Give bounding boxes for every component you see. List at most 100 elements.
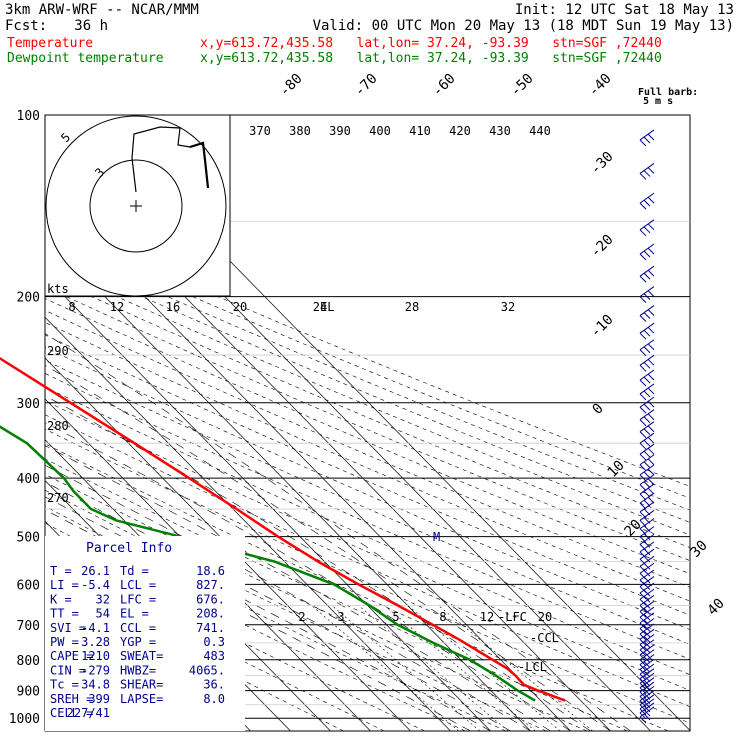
- wind-barb-flag: [639, 442, 647, 450]
- wind-barb-flag: [643, 390, 651, 398]
- isotherm-label: -30: [588, 149, 617, 178]
- hodograph-inner-ring: [89, 159, 183, 253]
- wind-barb-staff: [639, 474, 655, 486]
- pressure-label: 400: [17, 472, 40, 487]
- wind-barb-flag: [647, 447, 655, 455]
- parcel-info-panel: Parcel Info T = 26.1 Td = 18.6 LI = -5.4 LCL =…: [45, 536, 245, 731]
- parcel-info-cell: TT =: [50, 607, 79, 621]
- wind-barb-staff: [639, 681, 655, 693]
- level-mark-m: M: [433, 530, 440, 544]
- wind-barb-flag: [643, 403, 651, 411]
- mixing-ratio-label: 2: [298, 610, 305, 624]
- isotherm-line: [45, 724, 51, 731]
- wind-barb-flag: [647, 436, 655, 444]
- parcel-info-cell: LCL =: [120, 578, 156, 592]
- wind-barb-flag: [643, 525, 651, 533]
- wind-barb-flag: [639, 592, 647, 600]
- wind-barb-staff: [639, 576, 655, 587]
- isotherm-label: -50: [508, 71, 537, 100]
- wind-barb-flag: [643, 569, 651, 577]
- wind-barb-flag: [639, 202, 647, 210]
- wind-barb-staff: [639, 383, 655, 395]
- parcel-info-title: Parcel Info: [86, 541, 172, 556]
- moist-adiabat: [45, 445, 551, 731]
- sounding-profiles: [0, 356, 566, 702]
- wind-barb-flag: [643, 602, 651, 609]
- dry-adiabat: [45, 231, 690, 499]
- parcel-info-cell: CAPE =: [50, 649, 93, 663]
- parcel-info-cell: HWBZ=: [120, 663, 156, 677]
- wind-barb-flag: [647, 309, 655, 316]
- init-time: Init: 12 UTC Sat 18 May 13: [515, 2, 734, 18]
- pressure-label: 700: [17, 619, 40, 634]
- wind-barb-staff: [639, 562, 655, 574]
- wind-barb-staff: [639, 698, 655, 710]
- theta-e-label: 410: [409, 124, 431, 138]
- wind-barbs: [639, 129, 655, 724]
- moist-adiabat: [45, 464, 531, 731]
- hodo-tick-label: 20: [233, 300, 247, 314]
- wind-barb-flag: [643, 416, 651, 424]
- parcel-info-cell: K =: [50, 592, 72, 606]
- hodograph-trace-upper: [189, 141, 210, 189]
- wind-barb-flag: [647, 478, 655, 485]
- parcel-info-cell: YGP =: [120, 635, 156, 649]
- wind-barb-staff: [639, 694, 655, 706]
- barb-legend-box: [635, 84, 693, 108]
- isotherm-line: [0, 115, 11, 731]
- parcel-info-cell: LAPSE=: [120, 692, 163, 706]
- pressure-label: 800: [17, 654, 40, 669]
- wind-barb-flag: [647, 196, 655, 204]
- parcel-info-cell: SHEAR=: [120, 678, 163, 692]
- axis-labels: 1000 900 800 700 600 500 400 300 200 100 -80 -70 -60…: [9, 71, 728, 728]
- pressure-label: 200: [17, 291, 40, 306]
- wind-barb-flag: [643, 548, 651, 556]
- theta-e-label: 440: [529, 124, 551, 138]
- wind-barb-flag: [643, 226, 651, 234]
- wind-barb-flag: [647, 387, 655, 395]
- wind-barb-flag: [639, 453, 647, 461]
- wind-barb-flag: [647, 326, 655, 334]
- wind-barb-flag: [639, 364, 647, 372]
- wind-barb-flag: [639, 173, 647, 180]
- wind-barb-staff: [639, 265, 655, 277]
- isotherm-label: -40: [586, 71, 615, 100]
- parcel-info-cell: 483: [203, 649, 225, 663]
- wind-barb-staff: [639, 243, 655, 255]
- isotherm-label: -20: [588, 232, 617, 261]
- parcel-info-cell: 208.: [196, 607, 225, 621]
- wind-barb-flag: [639, 464, 647, 472]
- valid-time: Valid: 00 UTC Mon 20 May 13 (18 MDT Sun …: [313, 18, 734, 34]
- parcel-info-cell: 26.1: [81, 564, 110, 578]
- dry-adiabat: [45, 309, 690, 588]
- wind-barb-flag: [647, 133, 655, 141]
- parcel-info-cell: SVI =: [50, 621, 86, 635]
- parcel-info-cell: T =: [50, 564, 72, 578]
- parcel-info-cell: CIN =: [50, 663, 86, 677]
- wind-barb-staff: [639, 354, 655, 366]
- hodo-tick-label: 8: [68, 300, 75, 314]
- wind-barb-flag: [639, 139, 647, 147]
- parcel-info-cell: LI =: [50, 578, 79, 592]
- wind-barb-flag: [643, 376, 651, 384]
- wind-barb-staff: [639, 286, 655, 297]
- hodo-tick-label: 32: [501, 300, 515, 314]
- parcel-info-cell: 227/41: [67, 706, 110, 720]
- wind-barb-staff: [639, 396, 655, 408]
- dry-adiabat: [45, 334, 690, 616]
- wind-barb-flag: [643, 439, 651, 447]
- wind-barb-flag: [643, 562, 651, 570]
- wind-barb-flag: [639, 406, 647, 414]
- parcel-info-cell: -279: [81, 663, 110, 677]
- wind-barb-flag: [643, 589, 651, 597]
- wind-barb-flag: [639, 296, 647, 303]
- wind-barb-flag: [643, 346, 651, 354]
- wind-barb-flag: [647, 343, 655, 351]
- wind-barb-flag: [647, 413, 655, 421]
- wind-barb-flag: [647, 458, 655, 466]
- wind-barb-staff: [639, 658, 655, 670]
- wind-barb-staff: [639, 649, 655, 661]
- wind-barb-flag: [643, 272, 651, 280]
- dry-adiabat: [45, 322, 690, 602]
